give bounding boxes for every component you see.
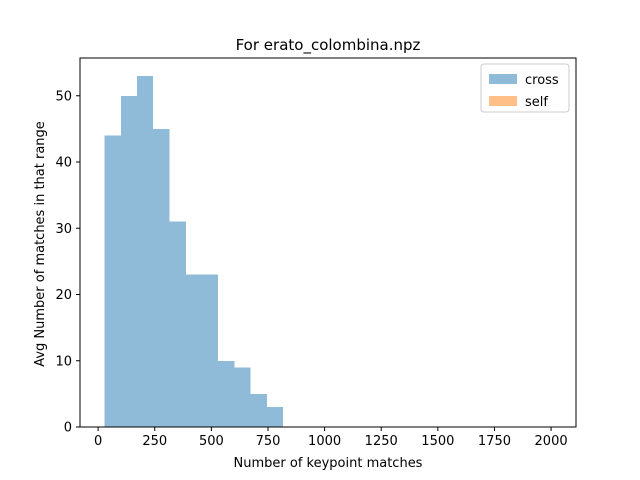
x-tick-label: 250 <box>142 434 167 449</box>
x-tick-label: 1250 <box>365 434 398 449</box>
x-tick-label: 500 <box>199 434 224 449</box>
legend-label-cross: cross <box>525 73 559 88</box>
x-tick-label: 1500 <box>421 434 454 449</box>
bar-cross-8 <box>250 393 267 427</box>
x-tick-label: 1000 <box>308 434 341 449</box>
bar-cross-4 <box>169 221 186 427</box>
bars-group <box>104 75 283 427</box>
legend-label-self: self <box>525 95 548 110</box>
y-tick-label: 20 <box>55 288 72 303</box>
x-tick-label: 2000 <box>535 434 568 449</box>
bar-cross-2 <box>137 75 154 427</box>
y-tick-label: 0 <box>64 421 72 436</box>
y-tick-label: 30 <box>55 222 72 237</box>
y-tick-label: 40 <box>55 156 72 171</box>
bar-cross-1 <box>120 95 138 427</box>
bar-cross-0 <box>104 135 121 427</box>
bar-cross-3 <box>153 128 170 427</box>
legend-swatch-cross <box>489 74 517 84</box>
chart-title: For erato_colombina.npz <box>236 36 421 55</box>
x-tick-label: 750 <box>256 434 281 449</box>
bar-cross-6 <box>218 360 235 427</box>
bar-cross-7 <box>234 367 251 427</box>
y-axis-label: Avg Number of matches in that range <box>33 121 48 367</box>
x-axis-label: Number of keypoint matches <box>234 456 423 471</box>
y-tick-label: 10 <box>55 354 72 369</box>
bar-cross-5 <box>185 274 219 427</box>
plot-frame <box>79 57 577 428</box>
x-tick-label: 1750 <box>478 434 511 449</box>
legend-swatch-self <box>489 96 517 106</box>
axes-group: 0 250 500 750 1000 1250 1500 1750 2000 0 10 20 30 40 5… <box>55 57 577 449</box>
x-tick-label: 0 <box>94 434 102 449</box>
y-tick-label: 50 <box>55 89 72 104</box>
bar-cross-9 <box>266 407 283 427</box>
legend: cross self <box>480 63 570 113</box>
